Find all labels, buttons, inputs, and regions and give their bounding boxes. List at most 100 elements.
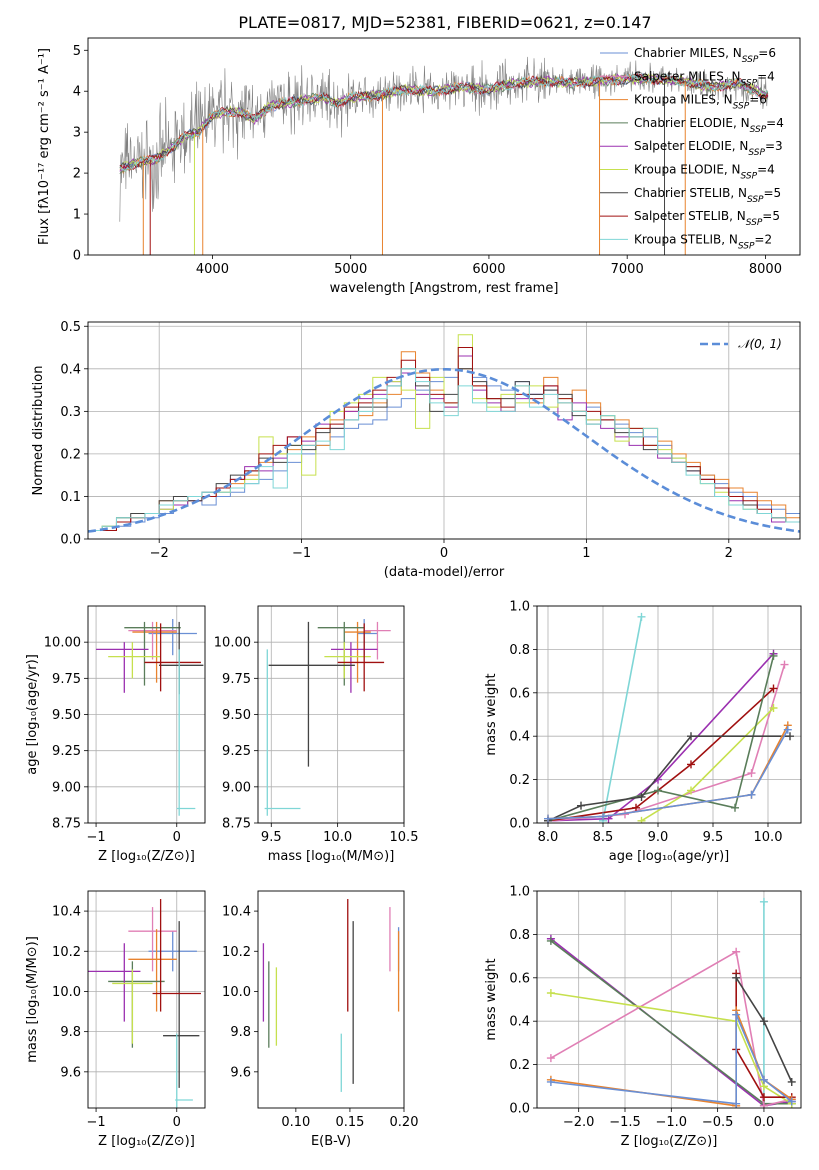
x-tick-label: 2 <box>725 546 733 561</box>
x-tick-label: 0.10 <box>281 1115 310 1130</box>
y-axis-label: Normed distribution <box>31 366 46 496</box>
y-tick-label: 9.75 <box>222 672 251 687</box>
y-tick-label: 0.2 <box>509 773 530 788</box>
y-tick-label: 9.50 <box>222 708 251 723</box>
y-axis-label: mass weight <box>484 673 499 755</box>
x-axis-label: age [log₁₀(age/yr)] <box>609 849 730 864</box>
y-tick-label: 0.4 <box>60 362 81 377</box>
y-tick-label: 9.8 <box>60 1025 81 1040</box>
x-tick-label: 0 <box>173 1115 181 1130</box>
histogram-step-line <box>88 348 814 531</box>
legend-label: Salpeter ELODIE, NSSP=3 <box>634 139 783 158</box>
legend-label: Kroupa ELODIE, NSSP=4 <box>634 163 775 182</box>
y-tick-label: 9.75 <box>52 672 81 687</box>
y-tick-label: 1.0 <box>509 885 530 900</box>
x-tick-label: −1 <box>292 546 311 561</box>
y-tick-label: 10.2 <box>52 945 81 960</box>
y-tick-label: 0.2 <box>60 447 81 462</box>
x-tick-label: 0.0 <box>754 1115 775 1130</box>
plus-marker <box>781 661 789 669</box>
y-tick-label: 10.0 <box>222 985 251 1000</box>
x-tick-label: 0.15 <box>335 1115 364 1130</box>
y-tick-label: 0.6 <box>509 971 530 986</box>
y-tick-label: 0.1 <box>60 490 81 505</box>
plot-frame <box>258 891 404 1108</box>
x-tick-label: 0 <box>173 830 181 845</box>
x-axis-label: wavelength [Angstrom, rest frame] <box>330 281 559 296</box>
legend-label: Kroupa STELIB, NSSP=2 <box>634 232 772 251</box>
y-tick-label: 9.00 <box>222 780 251 795</box>
y-tick-label: 0.6 <box>509 686 530 701</box>
x-axis-label: mass [log₁₀(M/M⊙)] <box>268 849 395 864</box>
plus-marker <box>731 804 739 812</box>
y-tick-label: 0.2 <box>509 1058 530 1073</box>
y-tick-label: 0.5 <box>60 320 81 335</box>
y-tick-label: 10.00 <box>214 636 251 651</box>
plus-marker <box>732 974 740 982</box>
x-tick-label: 10.5 <box>390 830 419 845</box>
histogram-step-line <box>88 369 814 531</box>
x-axis-label: (data-model)/error <box>384 565 505 580</box>
x-axis-label: Z [log₁₀(Z/Z⊙)] <box>98 1134 195 1149</box>
figure-title: PLATE=0817, MJD=52381, FIBERID=0621, z=0… <box>238 13 651 32</box>
x-tick-label: 8.0 <box>538 830 559 845</box>
y-tick-label: 10.0 <box>52 985 81 1000</box>
y-tick-label: 10.4 <box>52 905 81 920</box>
plus-marker <box>760 1017 768 1025</box>
x-tick-label: 4000 <box>196 262 229 277</box>
histogram-step-line <box>88 352 814 531</box>
y-tick-label: 0.0 <box>60 533 81 548</box>
plus-marker <box>760 898 768 906</box>
y-tick-label: 2 <box>73 167 81 182</box>
x-tick-label: 8.5 <box>593 830 614 845</box>
x-axis-label: Z [log₁₀(Z/Z⊙)] <box>98 849 195 864</box>
y-tick-label: 5 <box>73 44 81 59</box>
y-tick-label: 0.4 <box>509 730 530 745</box>
y-tick-label: 9.6 <box>230 1065 251 1080</box>
plus-marker <box>638 613 646 621</box>
y-tick-label: 0.8 <box>509 643 530 658</box>
y-tick-label: 0.0 <box>509 817 530 832</box>
y-tick-label: 0 <box>73 249 81 264</box>
chart-mass-vs-Z: −1 0 9.6 9.8 10.0 10.2 10.4 Z [log₁₀(Z/Z⊙)] mass… <box>25 891 205 1149</box>
legend-label: 𝒩(0, 1) <box>738 337 782 351</box>
x-tick-label: −2 <box>150 546 169 561</box>
y-tick-label: 3 <box>73 126 81 141</box>
y-tick-label: 8.75 <box>222 817 251 832</box>
chart-age-vs-Z: −1 08.759.009.259.509.7510.00Z [log₁₀(Z/Z… <box>25 606 205 864</box>
plus-marker <box>748 769 756 777</box>
legend-label: Chabrier ELODIE, NSSP=4 <box>634 116 784 135</box>
x-tick-label: 9.5 <box>261 830 282 845</box>
y-axis-label: Flux [fλ10⁻¹⁷ erg cm⁻² s⁻¹ A⁻¹] <box>37 48 52 245</box>
x-tick-label: −2.0 <box>563 1115 595 1130</box>
plus-marker <box>788 1078 796 1086</box>
y-axis-label: age [log₁₀(age/yr)] <box>25 654 40 775</box>
plot-frame <box>537 606 801 823</box>
x-tick-label: 9.0 <box>648 830 669 845</box>
y-tick-label: 9.6 <box>60 1065 81 1080</box>
histogram-step-line <box>88 369 814 531</box>
y-tick-label: 9.00 <box>52 780 81 795</box>
plus-marker <box>638 817 646 825</box>
plus-marker <box>748 791 756 799</box>
chart-residuals: −2 −1 0 1 2 0.0 0.1 0.2 0.3 0.4 0.5 (data-model)/er… <box>31 320 814 580</box>
x-axis-label: Z [log₁₀(Z/Z⊙)] <box>621 1134 718 1149</box>
x-tick-label: −1 <box>86 830 105 845</box>
y-tick-label: 1 <box>73 208 81 223</box>
x-tick-label: 9.5 <box>703 830 724 845</box>
plus-marker <box>732 948 740 956</box>
y-tick-label: 0.0 <box>509 1102 530 1117</box>
chart-mass-vs-EBV: 0.10 0.15 0.20 9.6 9.8 10.0 10.2 10.4 E(B-V) <box>222 891 418 1149</box>
y-tick-label: 9.50 <box>52 708 81 723</box>
y-tick-label: 0.8 <box>509 928 530 943</box>
histogram-step-line <box>88 356 814 530</box>
y-tick-label: 8.75 <box>52 817 81 832</box>
chart-spectrum: 4000 5000 6000 7000 8000 0 1 2 3 4 5 wavelength [An… <box>37 38 800 296</box>
mass-weight-line <box>603 617 642 821</box>
chart-massweight-vs-Z: −2.0 −1.5 −1.0 −0.5 0.0 0.0 0.2 0.4 0.6 0.8 1.0 Z [… <box>484 885 801 1150</box>
y-tick-label: 10.4 <box>222 905 251 920</box>
plot-frame <box>88 891 205 1108</box>
y-tick-label: 0.4 <box>509 1015 530 1030</box>
x-tick-label: 8000 <box>749 262 782 277</box>
x-tick-label: −1.5 <box>609 1115 641 1130</box>
